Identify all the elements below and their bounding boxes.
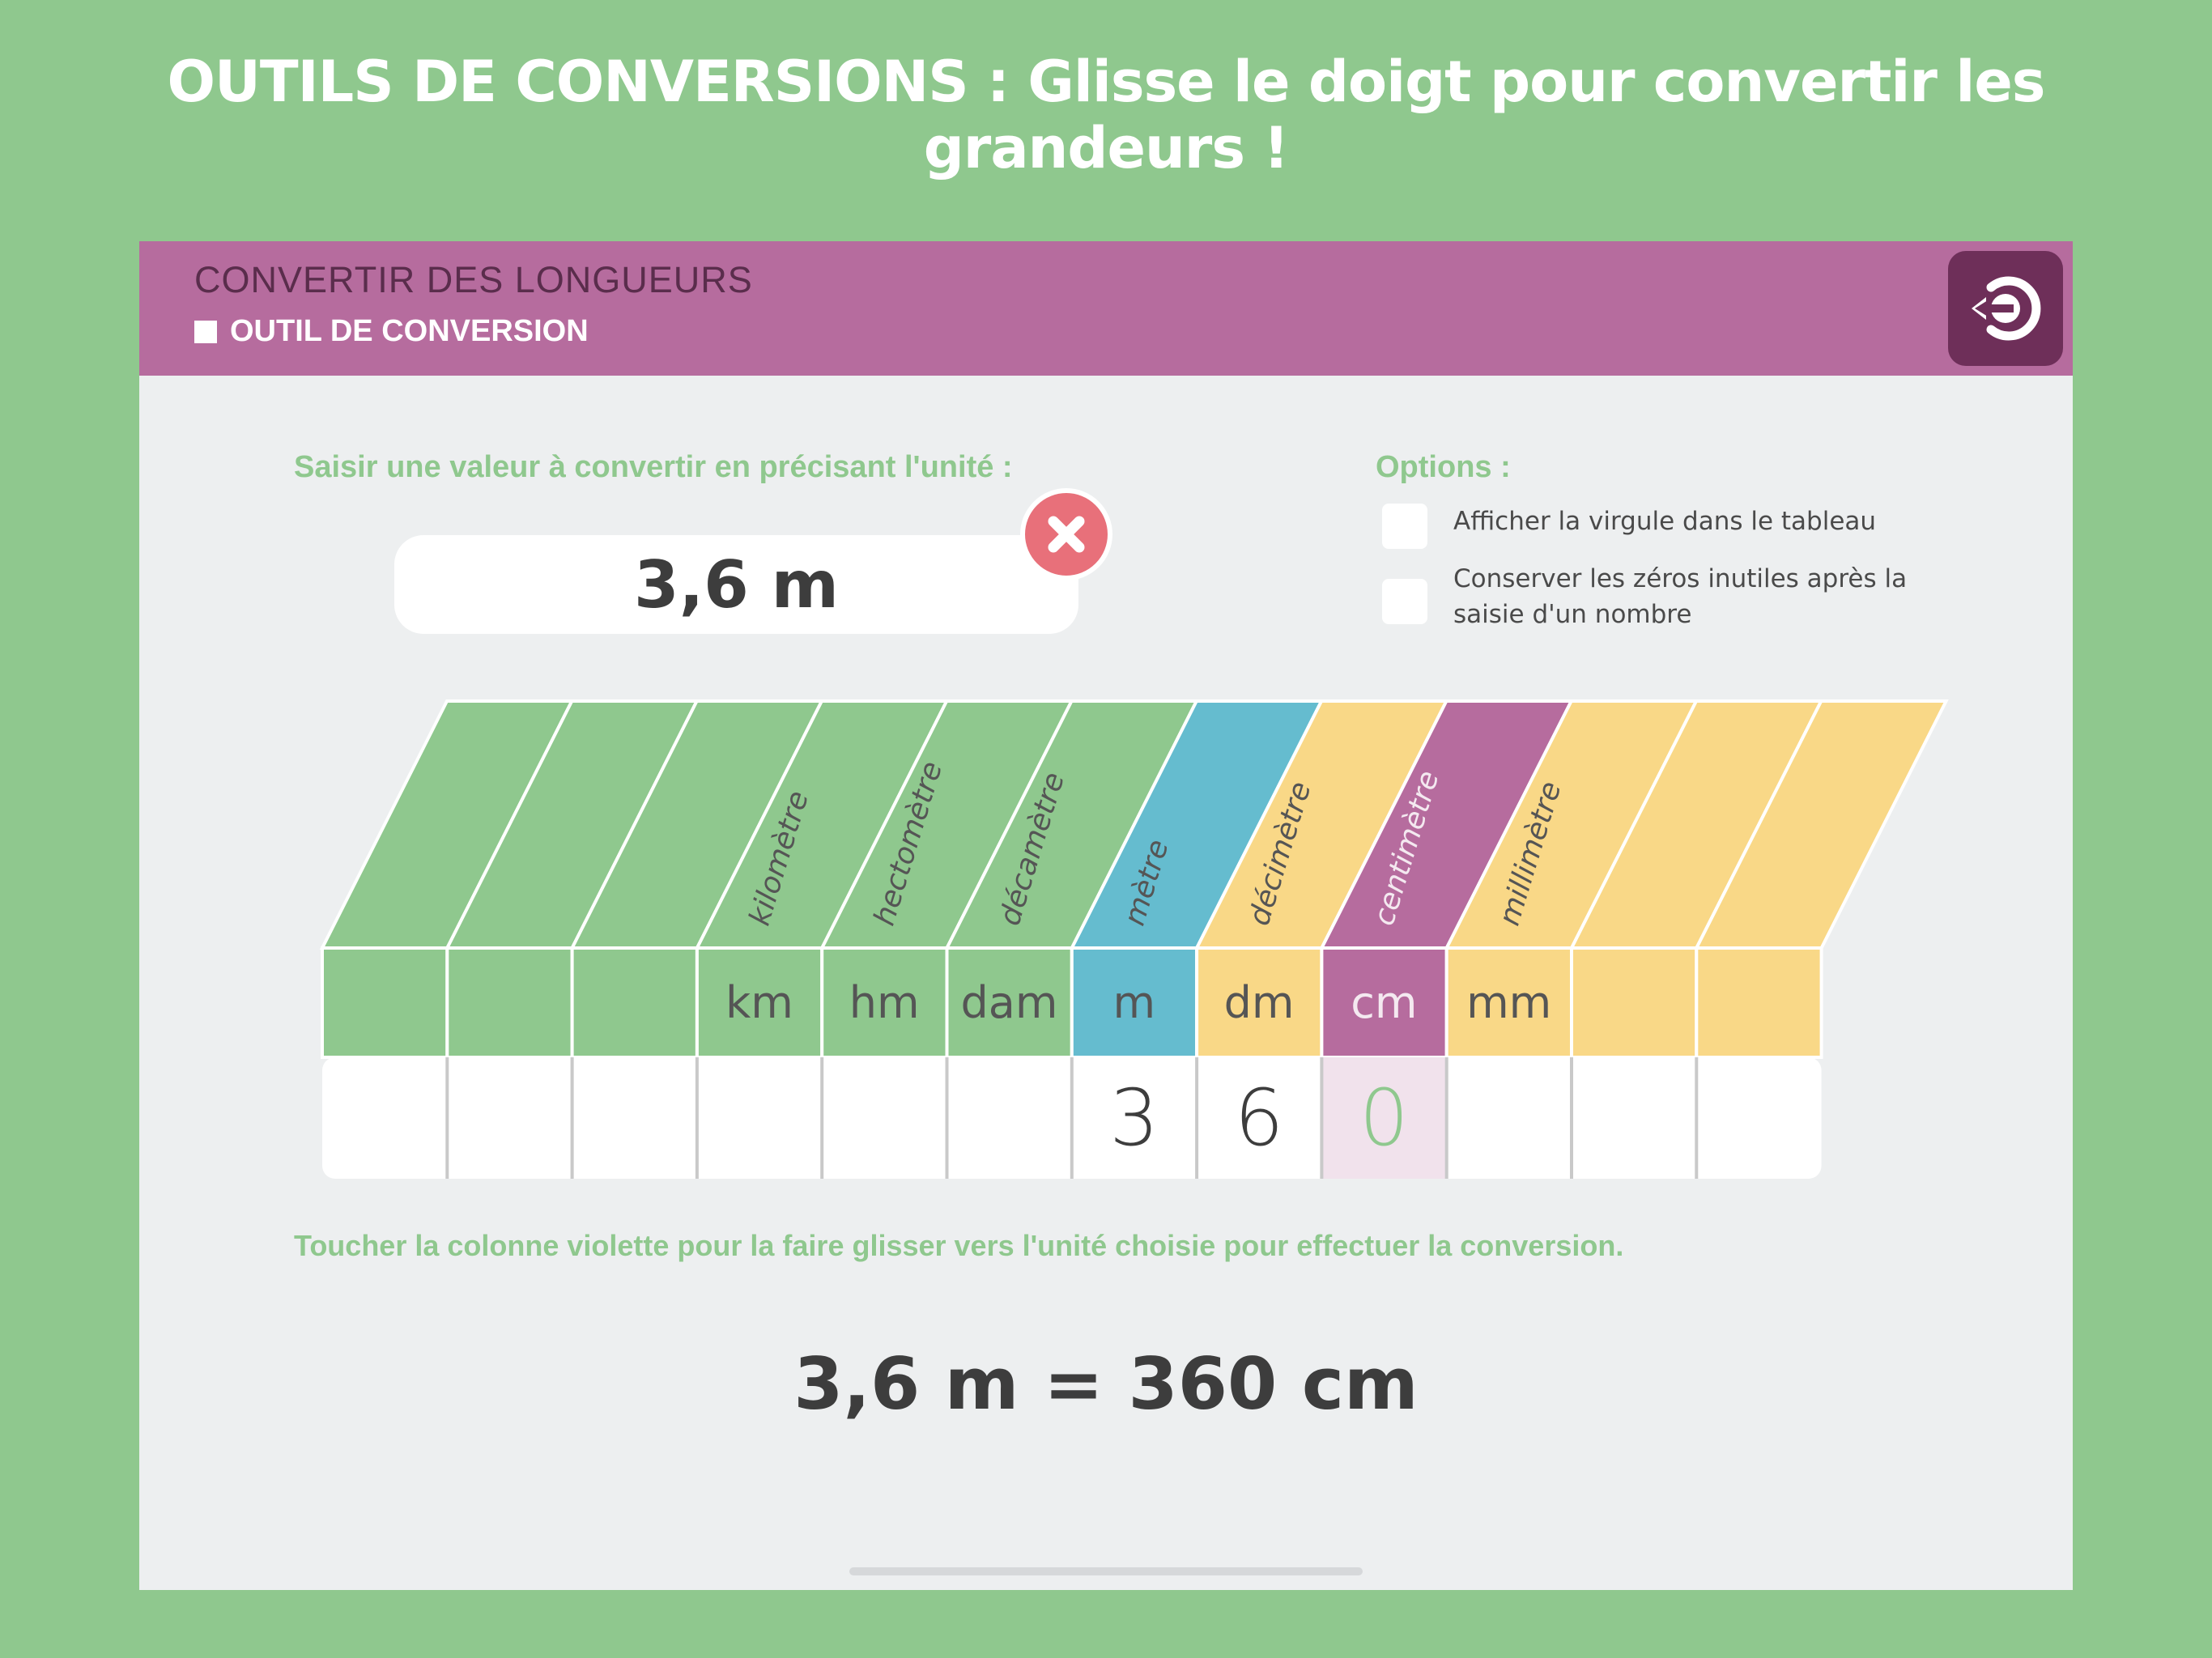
input-label: Saisir une valeur à convertir en précisa… — [294, 450, 1013, 484]
unit-abbr — [1696, 948, 1821, 1057]
column-empty-11[interactable] — [1694, 699, 1949, 1059]
column-dm[interactable] — [1193, 699, 1449, 1059]
unit-cell[interactable] — [1695, 946, 1823, 1059]
conversion-table: km kilomètre hm hectomètre dam décamètre m 3 mèt… — [139, 241, 2073, 1590]
column-empty-2[interactable] — [569, 699, 825, 1059]
digit-cell — [697, 1057, 822, 1179]
digit-cell — [822, 1057, 946, 1179]
unit-abbr — [322, 948, 447, 1057]
keep-zeros-checkbox[interactable] — [1382, 579, 1427, 624]
digit-cell — [572, 1057, 697, 1179]
clear-button[interactable] — [1020, 488, 1112, 580]
column-empty-1[interactable] — [445, 699, 700, 1059]
column-cm[interactable] — [1319, 699, 1574, 1179]
unit-cell[interactable] — [945, 946, 1074, 1059]
option-label: Afficher la virgule dans le tableau — [1453, 507, 1877, 536]
digit-cell — [1696, 1057, 1821, 1179]
unit-cell[interactable] — [445, 946, 574, 1059]
unit-abbr — [1572, 948, 1696, 1057]
option-keep-zeros: Conserver les zéros inutiles après la sa… — [1382, 561, 1955, 632]
app-panel: CONVERTIR DES LONGUEURS OUTIL DE CONVERS… — [139, 241, 2073, 1590]
conversion-result: 3,6 m = 360 cm — [793, 1342, 1419, 1426]
unit-cell[interactable] — [570, 946, 699, 1059]
unit-abbr: mm — [1466, 977, 1552, 1028]
value-input[interactable] — [394, 546, 1078, 623]
column-dam[interactable] — [944, 699, 1200, 1059]
scroll-indicator[interactable] — [849, 1567, 1363, 1575]
unit-abbr: dam — [960, 977, 1058, 1028]
unit-abbr: dm — [1223, 977, 1295, 1028]
unit-cell[interactable] — [820, 946, 949, 1059]
square-icon — [194, 320, 217, 343]
exit-icon — [1972, 276, 2041, 341]
unit-cell[interactable] — [1070, 946, 1199, 1059]
close-icon — [1048, 516, 1085, 553]
banner-title: OUTILS DE CONVERSIONS : Glisse le doigt … — [167, 49, 2046, 181]
column-km[interactable] — [694, 699, 950, 1059]
option-label: Conserver les zéros inutiles après la sa… — [1453, 564, 1908, 629]
selected-digit-cell[interactable] — [1321, 1057, 1447, 1179]
digit-cell — [1447, 1057, 1572, 1179]
column-empty-0[interactable] — [319, 699, 575, 1059]
show-comma-checkbox[interactable] — [1382, 504, 1427, 549]
digit-cell — [1572, 1057, 1696, 1179]
unit-abbr: m — [1112, 977, 1156, 1028]
digit-cell — [947, 1057, 1072, 1179]
unit-abbr: km — [725, 977, 793, 1028]
column-m[interactable] — [1069, 699, 1325, 1059]
unit-abbr — [572, 948, 697, 1057]
digit-cell: 0 — [1359, 1073, 1409, 1163]
unit-abbr — [447, 948, 572, 1057]
subtitle-label: OUTIL DE CONVERSION — [230, 314, 589, 348]
hint-text: Toucher la colonne violette pour la fair… — [294, 1229, 1624, 1262]
unit-cell[interactable] — [1195, 946, 1324, 1059]
options-label: Options : — [1376, 450, 1511, 484]
unit-abbr: hm — [849, 977, 920, 1028]
digit-cell — [447, 1057, 572, 1179]
digit-cell — [322, 1057, 447, 1179]
value-field-wrapper — [394, 535, 1078, 634]
conversion-table-graphic — [319, 699, 1949, 1179]
unit-cell[interactable] — [1570, 946, 1699, 1059]
digit-cell: 6 — [1234, 1073, 1284, 1163]
page-subtitle: OUTIL DE CONVERSION — [194, 314, 589, 349]
option-show-comma: Afficher la virgule dans le tableau — [1382, 504, 1955, 549]
page-title: CONVERTIR DES LONGUEURS — [194, 259, 753, 300]
exit-button[interactable] — [1948, 251, 2063, 366]
header-bar: CONVERTIR DES LONGUEURS OUTIL DE CONVERS… — [139, 241, 2073, 376]
unit-cell[interactable] — [695, 946, 824, 1059]
column-hm[interactable] — [819, 699, 1074, 1059]
digit-cell: 3 — [1109, 1073, 1159, 1163]
unit-abbr: cm — [1351, 977, 1418, 1028]
